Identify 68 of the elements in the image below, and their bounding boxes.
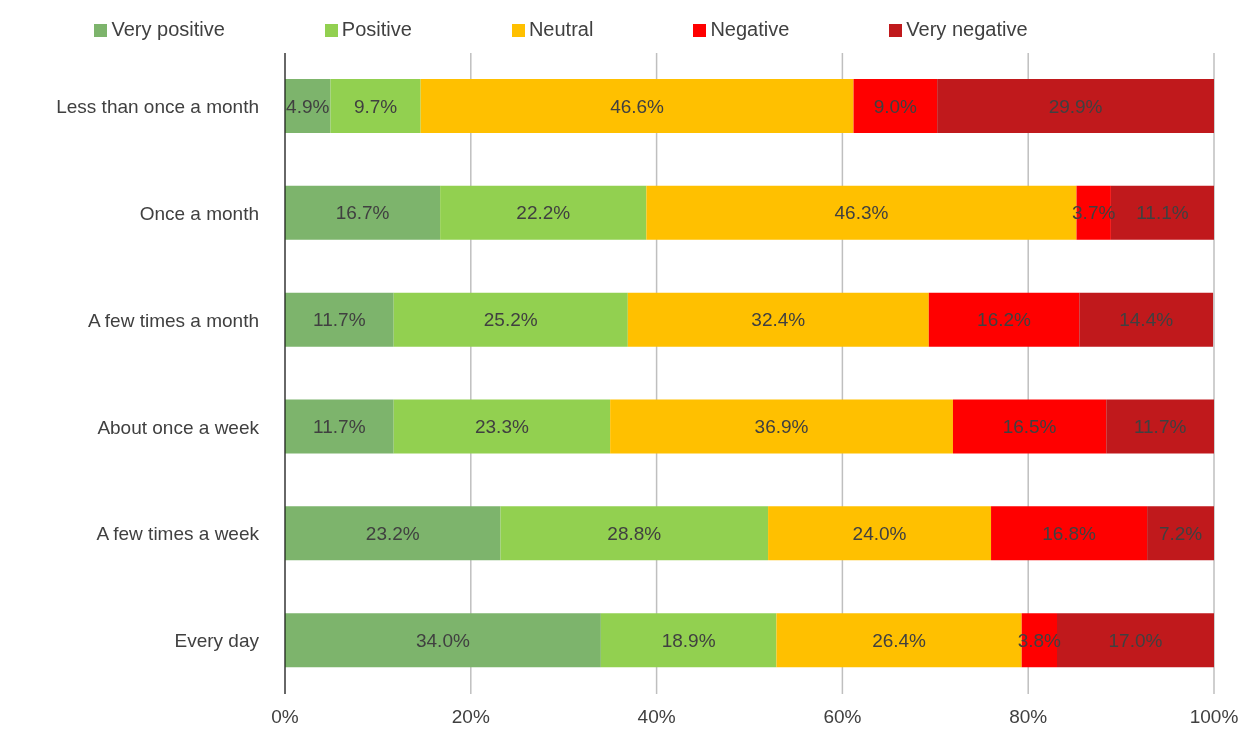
data-label: 34.0%	[415, 629, 470, 651]
bar	[627, 292, 929, 347]
y-tick-label: A few times a week	[96, 523, 260, 545]
bar	[285, 613, 601, 668]
bar	[285, 292, 394, 347]
data-label: 9.0%	[873, 95, 918, 117]
x-tick-label: 40%	[637, 706, 676, 728]
bar	[610, 399, 953, 454]
data-label: 24.0%	[852, 522, 907, 544]
bar	[330, 79, 421, 133]
data-label: 9.7%	[353, 95, 398, 117]
data-label: 46.3%	[834, 202, 889, 224]
bar	[285, 506, 501, 561]
bar	[393, 399, 611, 454]
legend-label: Positive	[341, 18, 412, 40]
bar	[952, 399, 1107, 454]
y-tick-label: About once a week	[97, 416, 260, 438]
data-label: 22.2%	[516, 202, 571, 224]
bar	[1147, 506, 1214, 561]
data-label: 16.5%	[1002, 416, 1057, 437]
data-label: 25.2%	[483, 309, 538, 331]
legend-label: Neutral	[528, 18, 594, 40]
data-label: 32.4%	[751, 309, 806, 331]
bar	[420, 79, 854, 133]
y-tick-label: Less than once a month	[56, 96, 259, 118]
data-label: 11.7%	[1133, 416, 1187, 437]
bar	[991, 506, 1148, 561]
bar	[1079, 292, 1214, 347]
bar	[393, 292, 628, 347]
bar	[285, 399, 394, 454]
data-label: 36.9%	[754, 416, 809, 437]
bar	[853, 79, 938, 133]
data-label: 14.4%	[1119, 309, 1174, 331]
data-label: 16.2%	[977, 309, 1032, 331]
y-tick-label: Once a month	[139, 202, 259, 224]
bar	[928, 292, 1080, 347]
data-label: 23.2%	[365, 522, 420, 544]
bar	[1106, 399, 1214, 454]
bar	[440, 185, 647, 240]
data-label: 11.7%	[313, 309, 366, 331]
data-label: 18.9%	[661, 629, 716, 651]
x-tick-label: 0%	[271, 706, 299, 728]
bar	[285, 185, 441, 240]
bar	[937, 79, 1214, 133]
data-label: 11.7%	[313, 416, 366, 437]
legend-label: Negative	[710, 18, 790, 40]
bar	[500, 506, 769, 561]
data-label: 17.0%	[1108, 629, 1163, 651]
data-label: 28.8%	[607, 522, 662, 544]
data-label: 16.8%	[1042, 522, 1097, 544]
x-tick-label: 60%	[823, 706, 862, 728]
data-label: 26.4%	[872, 629, 927, 651]
data-label: 29.9%	[1048, 95, 1103, 117]
legend-label: Very positive	[111, 18, 225, 40]
x-tick-label: 20%	[451, 706, 490, 728]
y-tick-label: A few times a month	[87, 309, 259, 331]
data-label: 16.7%	[335, 202, 390, 224]
data-label: 4.9%	[286, 95, 330, 117]
x-tick-label: 100%	[1189, 706, 1239, 728]
data-label: 11.1%	[1136, 202, 1189, 224]
data-label: 7.2%	[1158, 522, 1203, 544]
bar	[600, 613, 777, 668]
x-tick-label: 80%	[1009, 706, 1048, 728]
legend-label: Very negative	[906, 18, 1028, 40]
data-label: 46.6%	[610, 95, 665, 117]
data-label: 23.3%	[474, 416, 529, 437]
bar	[768, 506, 992, 561]
y-tick-label: Every day	[174, 630, 260, 652]
